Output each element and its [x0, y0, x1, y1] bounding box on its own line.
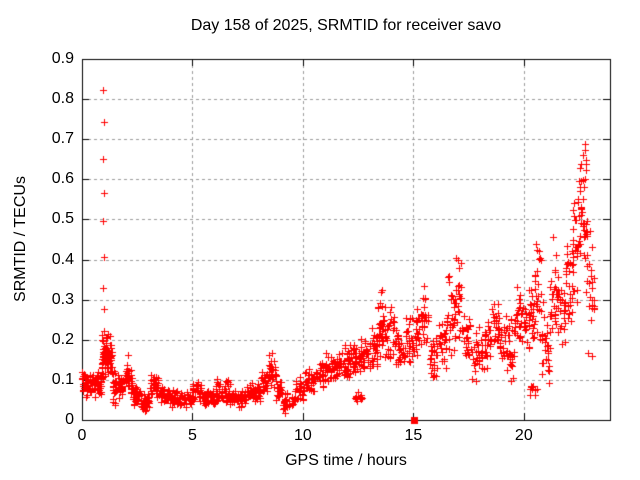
y-tick-label: 0.9	[51, 50, 74, 67]
y-tick-label: 0.2	[51, 330, 74, 348]
y-tick-label: 0.3	[51, 290, 74, 308]
x-axis-label: GPS time / hours	[285, 452, 407, 469]
y-tick-label: 0.1	[51, 370, 74, 388]
y-tick-label: 0	[65, 411, 74, 428]
chart-title: Day 158 of 2025, SRMTID for receiver sav…	[190, 17, 502, 34]
y-tick-label: 0.4	[51, 250, 74, 268]
y-tick-label: 0.6	[51, 170, 74, 188]
x-tick-label: 20	[514, 427, 533, 444]
x-tick-label: 0	[77, 427, 87, 444]
y-tick-label: 0.5	[51, 210, 74, 228]
y-tick-label: 0.8	[51, 90, 74, 108]
y-tick-label: 0.7	[51, 130, 74, 148]
x-tick-label: 5	[188, 427, 197, 444]
x-tick-label: 15	[404, 427, 423, 444]
x-tick-label: 10	[294, 427, 312, 444]
y-axis-label: SRMTID / TECUs	[12, 176, 29, 302]
